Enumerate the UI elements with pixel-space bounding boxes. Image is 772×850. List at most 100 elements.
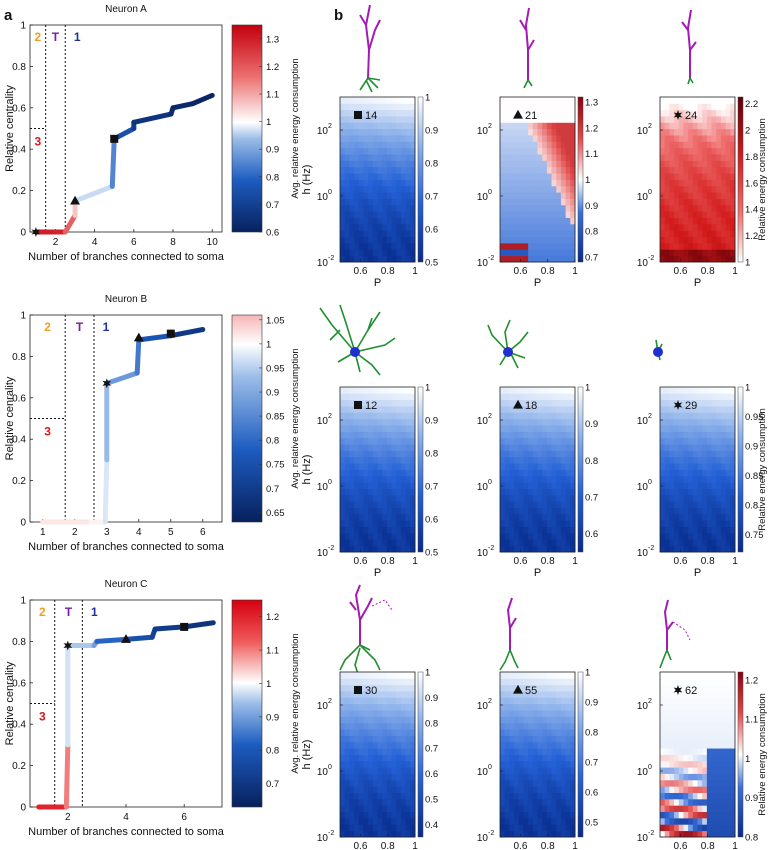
heatmap-cell — [363, 469, 369, 477]
heatmap-cell — [349, 722, 355, 730]
heatmap-cell — [716, 450, 722, 458]
heatmap-cell — [377, 179, 383, 187]
heatmap-cell — [542, 198, 548, 206]
heatmap-cell — [368, 716, 374, 724]
heatmap-cell — [716, 242, 722, 250]
heatmap-cell — [532, 116, 538, 123]
heatmap-cell — [556, 824, 562, 832]
heatmap-cell — [551, 425, 557, 432]
heatmap-cell — [537, 545, 543, 553]
heatmap-cell — [396, 179, 402, 187]
heatmap-cell — [730, 539, 736, 547]
heatmap-cell — [400, 211, 407, 218]
heatmap-cell — [372, 160, 378, 168]
heatmap-cell — [405, 805, 411, 813]
heatmap-cell — [716, 748, 722, 755]
heatmap-cell — [377, 393, 383, 401]
heatmap-cell — [716, 684, 722, 692]
heatmap-cell — [396, 450, 402, 458]
heatmap-cell — [386, 741, 392, 749]
heatmap-cell — [683, 545, 689, 553]
heatmap-cell — [664, 147, 670, 155]
heatmap-cell — [377, 817, 383, 825]
heatmap-cell — [706, 160, 712, 168]
heatmap-cell — [358, 97, 364, 104]
heatmap-cell — [702, 501, 708, 508]
heatmap-cell — [697, 494, 703, 502]
heatmap-cell — [551, 255, 557, 263]
heatmap-cell — [382, 760, 388, 768]
heatmap-cell — [532, 179, 538, 187]
heatmap-cell — [410, 539, 416, 547]
heatmap-cell — [674, 437, 680, 445]
y-tick-exponent: 2 — [328, 123, 332, 130]
heatmap-cell — [674, 545, 680, 553]
heatmap-cell — [730, 760, 736, 768]
heatmap-cell — [537, 431, 543, 439]
heatmap-cell — [542, 236, 548, 244]
heatmap-cell — [354, 722, 360, 730]
heatmap-cell — [720, 817, 727, 825]
heatmap-cell — [396, 154, 402, 161]
heatmap-cell — [730, 469, 736, 477]
heatmap-cell — [532, 482, 538, 489]
heatmap-cell — [565, 230, 571, 238]
heatmap-cell — [570, 754, 576, 762]
heatmap-cell — [349, 469, 355, 477]
heatmap-cell — [344, 185, 350, 193]
heatmap-cell — [354, 539, 360, 547]
heatmap-cell — [528, 691, 534, 698]
heatmap-cell — [565, 716, 571, 724]
heatmap-cell — [674, 741, 680, 749]
heatmap-cell — [692, 399, 698, 407]
heatmap-cell — [702, 672, 708, 679]
heatmap-cell — [372, 520, 378, 528]
heatmap-cell — [692, 463, 698, 470]
heatmap-cell — [720, 437, 727, 445]
heatmap-cell — [382, 198, 388, 206]
heatmap-cell — [556, 748, 562, 755]
heatmap-cell — [542, 185, 548, 193]
heatmap-cell — [344, 697, 350, 705]
heatmap-cell — [500, 830, 506, 838]
heatmap-cell — [725, 684, 731, 692]
heatmap-cell — [396, 399, 402, 407]
heatmap-cell — [532, 249, 538, 257]
heatmap-cell — [344, 135, 350, 142]
heatmap-cell — [500, 173, 506, 180]
heatmap-cell — [368, 242, 374, 250]
heatmap-cell — [368, 211, 374, 218]
heatmap-cell — [725, 437, 731, 445]
dendrite-basal — [339, 304, 356, 353]
heatmap-cell — [720, 116, 727, 123]
heatmap-cell — [340, 450, 346, 458]
heatmap-cell — [523, 824, 529, 832]
heatmap-cell — [692, 425, 698, 432]
heatmap-cell — [674, 507, 680, 515]
colorbar-tick-label: 1 — [585, 175, 590, 186]
heatmap-cell — [518, 450, 524, 458]
heatmap-cell — [542, 760, 548, 768]
heatmap-cell — [692, 729, 698, 736]
heatmap-cell — [570, 488, 576, 496]
heatmap-cell — [386, 735, 392, 743]
heatmap-cell — [678, 173, 684, 180]
heatmap-cell — [660, 166, 666, 174]
heatmap-cell — [405, 760, 411, 768]
x-tick-label: 1 — [412, 841, 418, 850]
heatmap-cell — [697, 735, 703, 743]
heatmap-cell — [349, 716, 355, 724]
colorbar-tick-label: 0.85 — [745, 471, 764, 482]
heatmap-cell — [405, 697, 411, 705]
heatmap-cell — [716, 141, 722, 149]
heatmap-cell — [542, 482, 548, 489]
heatmap-cell — [340, 230, 346, 238]
heatmap-cell — [730, 141, 736, 149]
heatmap-cell — [730, 735, 736, 743]
heatmap-cell — [344, 230, 350, 238]
heatmap-cell — [349, 211, 355, 218]
heatmap-cell — [711, 482, 717, 489]
heatmap-cell — [678, 792, 684, 800]
heatmap-cell — [504, 236, 510, 244]
